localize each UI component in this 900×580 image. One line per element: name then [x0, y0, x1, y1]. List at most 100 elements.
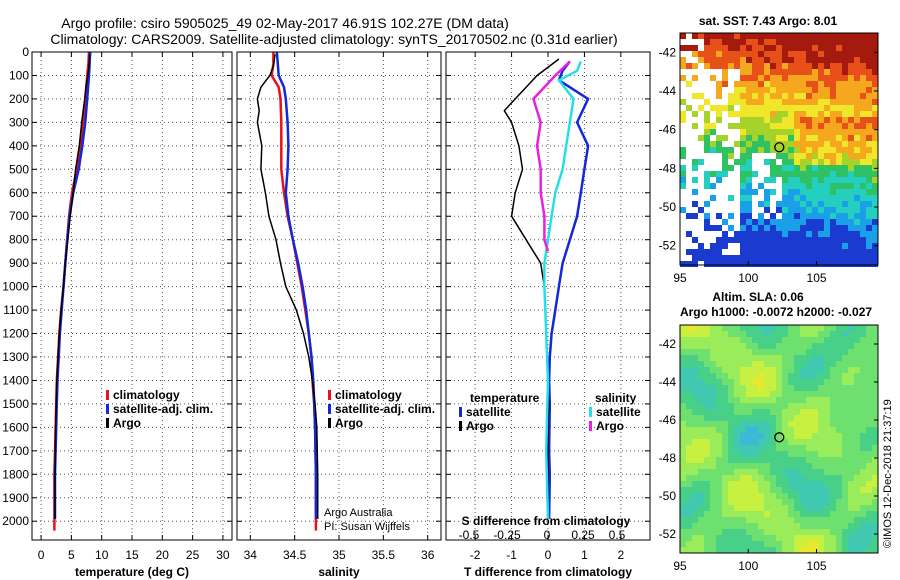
sst-cell: [680, 177, 686, 183]
sst-cell: [758, 105, 764, 111]
sst-cell: [704, 159, 710, 165]
sst-cell: [848, 189, 854, 195]
sla-cell: [782, 487, 788, 493]
sla-cell: [824, 439, 830, 445]
sla-cell: [716, 493, 722, 499]
sst-cell: [680, 111, 686, 117]
map-x-tick-label: 100: [738, 271, 758, 285]
sla-cell: [842, 343, 848, 349]
sst-cell: [788, 129, 794, 135]
sla-cell: [794, 439, 800, 445]
sla-cell: [740, 385, 746, 391]
sst-cell: [788, 33, 794, 39]
sla-cell: [854, 343, 860, 349]
sla-cell: [788, 511, 794, 517]
sst-cell: [806, 135, 812, 141]
sst-cell: [686, 237, 692, 243]
sst-cell: [854, 111, 860, 117]
sla-cell: [704, 463, 710, 469]
sst-cell: [764, 135, 770, 141]
sst-cell: [704, 129, 710, 135]
sla-cell: [854, 355, 860, 361]
sst-cell: [740, 87, 746, 93]
sst-cell: [722, 57, 728, 63]
sst-cell: [752, 123, 758, 129]
sla-cell: [770, 337, 776, 343]
sla-cell: [692, 463, 698, 469]
sla-cell: [806, 373, 812, 379]
sst-cell: [842, 189, 848, 195]
sst-cell: [872, 129, 878, 135]
sla-cell: [866, 451, 872, 457]
sst-cell: [710, 255, 716, 261]
sst-cell: [830, 189, 836, 195]
sst-cell: [836, 141, 842, 147]
sst-cell: [716, 33, 722, 39]
sla-cell: [800, 349, 806, 355]
sla-cell: [776, 505, 782, 511]
sst-cell: [794, 201, 800, 207]
sla-cell: [740, 427, 746, 433]
sst-cell: [716, 87, 722, 93]
sla-cell: [698, 475, 704, 481]
sla-cell: [734, 493, 740, 499]
sst-cell: [698, 159, 704, 165]
sst-cell: [800, 141, 806, 147]
sla-cell: [848, 439, 854, 445]
sla-cell: [740, 421, 746, 427]
sla-cell: [788, 331, 794, 337]
sla-cell: [698, 337, 704, 343]
sla-cell: [704, 481, 710, 487]
sst-cell: [842, 63, 848, 69]
sst-cell: [818, 129, 824, 135]
sla-cell: [860, 361, 866, 367]
sst-cell: [854, 39, 860, 45]
sst-cell: [680, 45, 686, 51]
sla-cell: [758, 517, 764, 523]
sla-cell: [848, 547, 854, 553]
sla-cell: [800, 373, 806, 379]
sla-cell: [872, 541, 878, 547]
sla-cell: [710, 493, 716, 499]
sla-cell: [854, 475, 860, 481]
sla-cell: [830, 415, 836, 421]
sla-cell: [806, 421, 812, 427]
sla-cell: [704, 325, 710, 331]
sst-cell: [830, 51, 836, 57]
sst-cell: [716, 201, 722, 207]
sla-cell: [830, 523, 836, 529]
difference-panel: -2 -1 0 1 2T difference from climatologytemp…: [445, 51, 651, 579]
sla-cell: [788, 373, 794, 379]
sla-cell: [770, 391, 776, 397]
sst-cell: [830, 243, 836, 249]
sla-cell: [788, 397, 794, 403]
sst-cell: [848, 99, 854, 105]
sst-cell: [686, 159, 692, 165]
sla-cell: [770, 385, 776, 391]
sst-cell: [788, 111, 794, 117]
sst-cell: [812, 195, 818, 201]
sla-cell: [872, 517, 878, 523]
sla-cell: [824, 391, 830, 397]
sla-cell: [680, 355, 686, 361]
sst-cell: [818, 219, 824, 225]
sst-cell: [842, 123, 848, 129]
sst-cell: [860, 117, 866, 123]
sla-cell: [854, 469, 860, 475]
sst-cell: [740, 159, 746, 165]
sla-cell: [692, 439, 698, 445]
sst-cell: [806, 153, 812, 159]
sla-cell: [758, 475, 764, 481]
sla-cell: [812, 409, 818, 415]
sst-cell: [866, 87, 872, 93]
sst-cell: [686, 165, 692, 171]
sst-cell: [788, 135, 794, 141]
sla-cell: [770, 373, 776, 379]
sla-cell: [698, 493, 704, 499]
sla-cell: [776, 415, 782, 421]
sst-cell: [710, 39, 716, 45]
sla-cell: [764, 421, 770, 427]
sst-cell: [740, 81, 746, 87]
sla-cell: [686, 499, 692, 505]
sla-cell: [830, 373, 836, 379]
